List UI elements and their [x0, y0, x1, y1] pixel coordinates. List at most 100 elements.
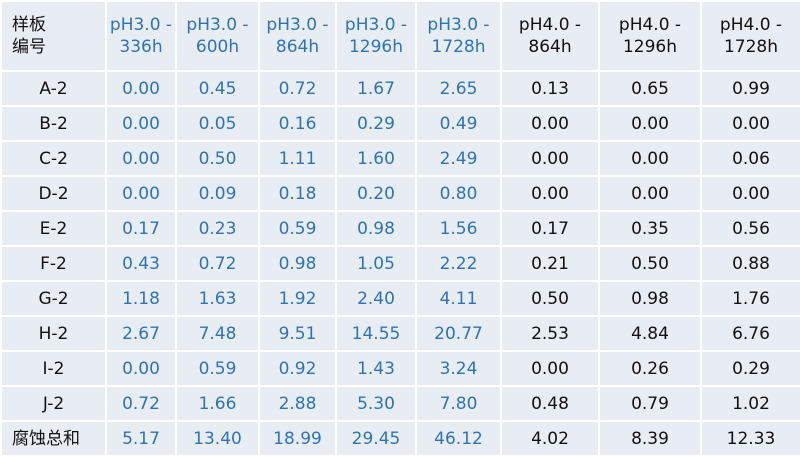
value-cell: 4.84: [598, 315, 702, 352]
value-cell: 0.00: [700, 105, 800, 142]
value-cell: 2.67: [105, 315, 177, 352]
value-cell: 0.72: [258, 70, 337, 107]
value-cell: 20.77: [415, 315, 502, 352]
value-cell: 0.48: [500, 385, 600, 422]
value-cell: 18.99: [258, 420, 337, 457]
value-cell: 0.00: [598, 175, 702, 212]
value-cell: 2.65: [415, 70, 502, 107]
value-cell: 2.88: [258, 385, 337, 422]
header-text: 1728h: [431, 37, 486, 57]
value-cell: 0.23: [175, 210, 260, 247]
header-row: 样板 编号 pH3.0 -336h pH3.0 -600h pH3.0 -864h pH3…: [0, 0, 800, 72]
value-cell: 0.49: [415, 105, 502, 142]
value-cell: 0.17: [500, 210, 600, 247]
header-text: pH4.0 -: [618, 15, 682, 35]
value-cell: 0.00: [500, 140, 600, 177]
header-text: 样板: [12, 15, 46, 35]
value-cell: 0.20: [335, 175, 417, 212]
value-cell: 4.11: [415, 280, 502, 317]
header-text: pH4.0 -: [719, 15, 783, 35]
value-cell: 0.43: [105, 245, 177, 282]
value-cell: 2.53: [500, 315, 600, 352]
value-cell: 1.05: [335, 245, 417, 282]
value-cell: 1.60: [335, 140, 417, 177]
value-cell: 0.50: [175, 140, 260, 177]
header-cell: pH3.0 -1296h: [335, 0, 417, 72]
value-cell: 0.72: [105, 385, 177, 422]
value-cell: 1.63: [175, 280, 260, 317]
value-cell: 0.05: [175, 105, 260, 142]
row-label: E-2: [0, 210, 107, 247]
value-cell: 0.50: [500, 280, 600, 317]
header-text: pH3.0 -: [186, 15, 249, 35]
data-row: 腐蚀总和 5.17 13.40 18.99 29.45 46.12 4.02 8.39 12.3…: [0, 420, 800, 457]
value-cell: 0.56: [700, 210, 800, 247]
value-cell: 4.02: [500, 420, 600, 457]
value-cell: 0.00: [105, 105, 177, 142]
value-cell: 1.02: [700, 385, 800, 422]
value-cell: 0.45: [175, 70, 260, 107]
data-row: I-2 0.00 0.59 0.92 1.43 3.24 0.00 0.26 0.29: [0, 350, 800, 387]
value-cell: 1.92: [258, 280, 337, 317]
value-cell: 0.16: [258, 105, 337, 142]
row-label: I-2: [0, 350, 107, 387]
header-text: 1296h: [348, 37, 404, 57]
value-cell: 29.45: [335, 420, 417, 457]
header-text: pH4.0 -: [518, 15, 582, 35]
value-cell: 0.29: [335, 105, 417, 142]
data-row: E-2 0.17 0.23 0.59 0.98 1.56 0.17 0.35 0.56: [0, 210, 800, 247]
row-label: F-2: [0, 245, 107, 282]
data-row: D-2 0.00 0.09 0.18 0.20 0.80 0.00 0.00 0.00: [0, 175, 800, 212]
value-cell: 0.35: [598, 210, 702, 247]
value-cell: 1.43: [335, 350, 417, 387]
value-cell: 5.17: [105, 420, 177, 457]
row-label: C-2: [0, 140, 107, 177]
value-cell: 0.59: [258, 210, 337, 247]
header-text: 864h: [275, 37, 320, 57]
value-cell: 0.29: [700, 350, 800, 387]
value-cell: 5.30: [335, 385, 417, 422]
value-cell: 2.22: [415, 245, 502, 282]
value-cell: 0.17: [105, 210, 177, 247]
row-label: G-2: [0, 280, 107, 317]
value-cell: 0.79: [598, 385, 702, 422]
header-text: 编号: [12, 37, 46, 57]
value-cell: 0.00: [598, 105, 702, 142]
value-cell: 12.33: [700, 420, 800, 457]
header-text: 864h: [528, 37, 572, 57]
data-row: J-2 0.72 1.66 2.88 5.30 7.80 0.48 0.79 1.02: [0, 385, 800, 422]
value-cell: 0.50: [598, 245, 702, 282]
row-label: B-2: [0, 105, 107, 142]
value-cell: 0.00: [105, 70, 177, 107]
value-cell: 0.00: [500, 350, 600, 387]
value-cell: 1.11: [258, 140, 337, 177]
header-cell: pH3.0 -336h: [105, 0, 177, 72]
value-cell: 0.26: [598, 350, 702, 387]
row-label: J-2: [0, 385, 107, 422]
value-cell: 0.88: [700, 245, 800, 282]
data-row: F-2 0.43 0.72 0.98 1.05 2.22 0.21 0.50 0.88: [0, 245, 800, 282]
row-label: A-2: [0, 70, 107, 107]
value-cell: 0.00: [700, 175, 800, 212]
value-cell: 13.40: [175, 420, 260, 457]
row-label: H-2: [0, 315, 107, 352]
value-cell: 0.00: [500, 175, 600, 212]
header-text: 336h: [119, 37, 163, 57]
value-cell: 0.98: [258, 245, 337, 282]
data-row: H-2 2.67 7.48 9.51 14.55 20.77 2.53 4.84 6.76: [0, 315, 800, 352]
value-cell: 8.39: [598, 420, 702, 457]
value-cell: 0.18: [258, 175, 337, 212]
value-cell: 0.00: [105, 350, 177, 387]
header-cell: 样板 编号: [0, 0, 107, 72]
header-cell: pH3.0 -864h: [258, 0, 337, 72]
header-text: pH3.0 -: [266, 15, 329, 35]
value-cell: 0.98: [598, 280, 702, 317]
value-cell: 0.00: [500, 105, 600, 142]
value-cell: 0.99: [700, 70, 800, 107]
value-cell: 2.40: [335, 280, 417, 317]
value-cell: 1.56: [415, 210, 502, 247]
value-cell: 0.13: [500, 70, 600, 107]
header-text: pH3.0 -: [109, 15, 173, 35]
